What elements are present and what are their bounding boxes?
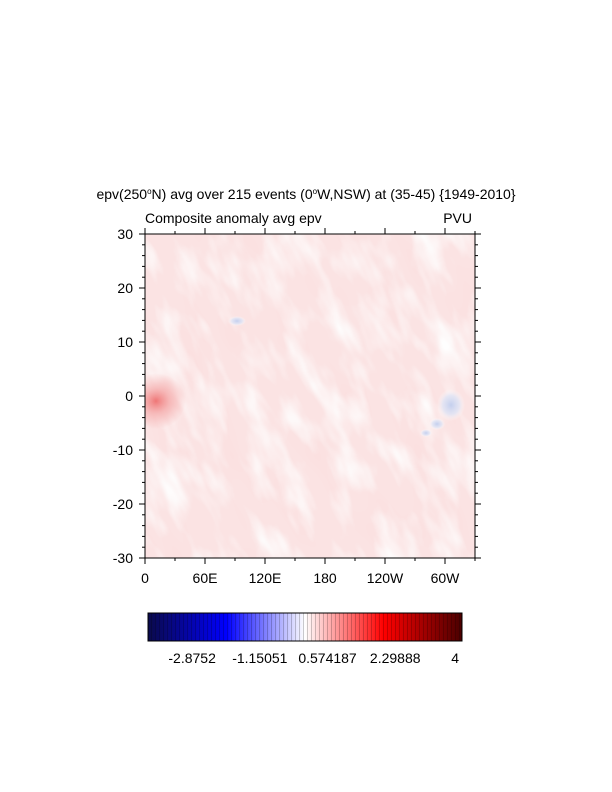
x-tick-label: 60W: [431, 570, 461, 586]
x-tick-label: 60E: [193, 570, 218, 586]
right-subtitle: PVU: [443, 210, 472, 226]
negative-patch: [228, 316, 246, 326]
colorbar-labels: -2.8752 -1.15051 0.574187 2.29888 4: [168, 650, 459, 666]
y-tick-label: 0: [125, 388, 133, 404]
colorbar: -2.8752 -1.15051 0.574187 2.29888 4: [147, 612, 463, 666]
x-tick-label: 0: [141, 570, 149, 586]
left-subtitle: Composite anomaly avg epv: [145, 210, 322, 226]
y-axis: 30 20 10 0 -10 -20 -30: [113, 226, 481, 566]
y-tick-label: -20: [113, 496, 133, 512]
colorbar-label: 2.29888: [370, 650, 421, 666]
y-tick-label: -10: [113, 442, 133, 458]
y-tick-label: -30: [113, 550, 133, 566]
positive-max: [145, 373, 186, 429]
plot-title: epv(250oN) avg over 215 events (0oW,NSW)…: [96, 186, 515, 202]
colorbar-stripes: [148, 613, 462, 641]
y-tick-label: 10: [117, 334, 133, 350]
negative-min-2: [429, 418, 445, 430]
x-tick-label: 120W: [367, 570, 404, 586]
colorbar-label: -2.8752: [168, 650, 216, 666]
colorbar-label: 4: [451, 650, 459, 666]
colorbar-label: 0.574187: [298, 650, 357, 666]
x-tick-label: 180: [313, 570, 337, 586]
colorbar-label: -1.15051: [232, 650, 287, 666]
x-axis: 0 60E 120E 180 120W 60W: [141, 228, 476, 586]
y-tick-label: 30: [117, 226, 133, 242]
y-tick-label: 20: [117, 280, 133, 296]
negative-min-3: [420, 429, 432, 437]
x-tick-label: 120E: [249, 570, 282, 586]
negative-min: [437, 389, 465, 421]
colorbar-frame: [147, 612, 463, 642]
heatmap-field: [145, 234, 475, 558]
